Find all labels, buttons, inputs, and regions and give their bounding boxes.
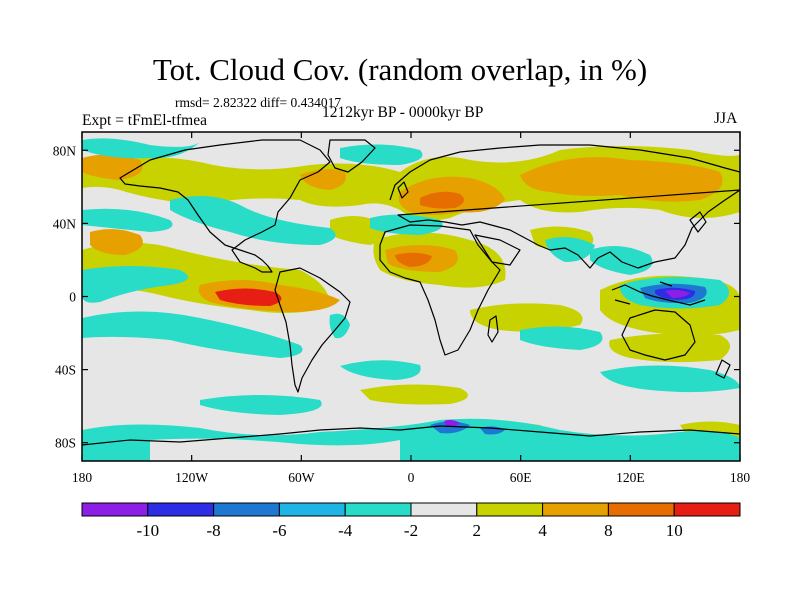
- india-cyan: [545, 236, 595, 262]
- maritime-continent-coast: [611, 281, 706, 306]
- africa-coast: [379, 224, 501, 356]
- central-pacific-orange: [90, 229, 143, 255]
- southern-ocean-cyan: [200, 395, 322, 415]
- arabia-coast: [474, 234, 521, 266]
- period-label: 1212kyr BP - 0000kyr BP: [322, 104, 484, 121]
- colorbar-label: 2: [473, 521, 482, 540]
- colorbar-label: -2: [404, 521, 418, 540]
- brazil-cyan: [329, 313, 350, 339]
- north-america-coast: [119, 139, 331, 273]
- europe-red: [420, 191, 464, 209]
- colorbar-label: -10: [136, 521, 159, 540]
- colorbar-swatch: [278, 502, 346, 517]
- x-tick-label: 120W: [175, 470, 208, 485]
- south-ocean-yellow: [360, 384, 468, 405]
- south-america-coast: [274, 267, 351, 393]
- atlantic-cyan-band: [170, 196, 336, 245]
- chart-title: Tot. Cloud Cov. (random overlap, in %): [152, 52, 648, 87]
- madagascar-coast: [487, 315, 499, 343]
- eurasia-coast: [389, 144, 740, 269]
- colorbar-swatch: [213, 502, 280, 517]
- warm-pool-purple: [665, 289, 690, 298]
- y-tick-label: 80N: [53, 143, 77, 158]
- new-zealand-coast: [715, 359, 731, 379]
- colorbar-swatch: [147, 502, 215, 517]
- colorbar: -10 -8 -6 -4 -2 2 4 8 10: [81, 502, 741, 540]
- negative-anomalies: [82, 138, 740, 461]
- season-label: JJA: [714, 110, 738, 127]
- y-tick-label: 80S: [55, 436, 76, 451]
- indian-ocean-cyan: [520, 326, 603, 350]
- map-axes: 180 120W 60W 0 60E 120E 180 80N 40N 0 40S 80S: [53, 132, 751, 485]
- arctic-cyan: [340, 144, 423, 165]
- colorbar-label: 8: [604, 521, 613, 540]
- antarctica-coast: [82, 425, 740, 446]
- y-tick-label: 40N: [53, 216, 77, 231]
- colorbar-swatch: [607, 502, 675, 517]
- x-tick-label: 60E: [510, 470, 532, 485]
- s-atlantic-cyan: [340, 360, 421, 380]
- colorbar-label: 10: [666, 521, 683, 540]
- x-tick-label: 180: [72, 470, 93, 485]
- colorbar-label: -6: [272, 521, 286, 540]
- anomaly-fields: [82, 138, 740, 461]
- s-pacific-yellow: [609, 333, 730, 363]
- africa-red: [395, 252, 432, 267]
- y-tick-label: 40S: [55, 363, 76, 378]
- stats-text: rmsd= 2.82322 diff= 0.434017: [175, 95, 342, 110]
- indian-ocean-yellow: [470, 303, 583, 332]
- y-tick-label: 0: [69, 290, 76, 305]
- n-pacific-cyan: [82, 138, 200, 159]
- s-indian-cyan: [600, 365, 740, 393]
- east-pacific-red: [215, 288, 282, 306]
- colorbar-swatch: [81, 502, 149, 517]
- weddell-purple: [444, 419, 460, 427]
- colorbar-label: -4: [338, 521, 353, 540]
- colorbar-swatch: [542, 502, 609, 517]
- colorbar-swatch: [476, 502, 544, 517]
- coastlines: [82, 139, 740, 446]
- colorbar-swatch: [673, 502, 741, 517]
- colorbar-label: -8: [207, 521, 221, 540]
- pacific-cyan-band: [82, 266, 188, 303]
- greenland-coast: [327, 139, 376, 173]
- experiment-label: Expt = tFmEl-tfmea: [82, 112, 207, 129]
- colorbar-swatch: [344, 502, 412, 517]
- x-tick-label: 60W: [288, 470, 315, 485]
- colorbar-label: 4: [538, 521, 547, 540]
- weddell-blue: [430, 421, 470, 434]
- colorbar-swatch: [410, 502, 478, 517]
- x-tick-label: 120E: [616, 470, 645, 485]
- japan-coast: [689, 211, 707, 233]
- nw-pacific-cyan: [82, 208, 173, 232]
- australia-coast: [621, 309, 696, 361]
- siberia-orange: [520, 157, 723, 202]
- x-tick-label: 0: [408, 470, 415, 485]
- se-pacific-cyan: [82, 311, 303, 358]
- med-cyan: [370, 214, 443, 235]
- uk-coast: [397, 181, 409, 199]
- x-tick-label: 180: [730, 470, 751, 485]
- antarctic-gray-gap: [150, 438, 400, 461]
